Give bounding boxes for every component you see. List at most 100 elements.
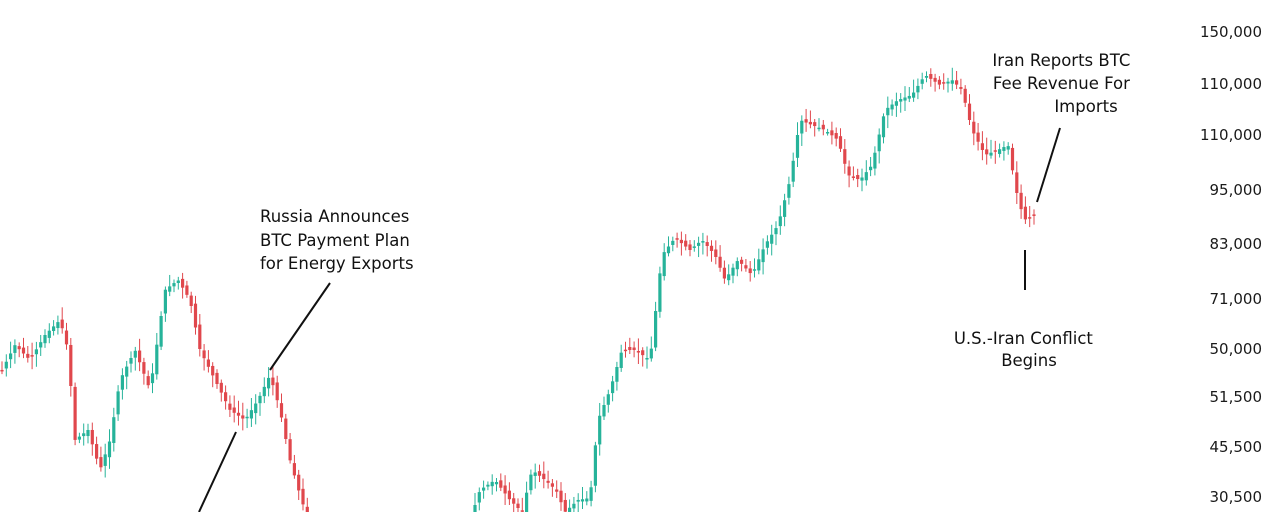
candle-body bbox=[606, 394, 610, 405]
candle-body bbox=[980, 143, 984, 150]
candle-body bbox=[284, 418, 288, 439]
candle-body bbox=[886, 107, 890, 116]
candle-body bbox=[752, 269, 757, 271]
candle-body bbox=[697, 242, 701, 246]
candle-body bbox=[563, 499, 567, 512]
candle-body bbox=[795, 135, 800, 158]
candle-body bbox=[486, 484, 490, 487]
candle-body bbox=[138, 350, 142, 363]
candle-body bbox=[107, 441, 112, 458]
candle-body bbox=[185, 285, 189, 295]
iran-reports-annotation-line-3: Imports bbox=[1054, 97, 1117, 116]
candle-body bbox=[279, 403, 284, 418]
candle-body bbox=[503, 485, 507, 494]
candle-body bbox=[903, 97, 907, 101]
candle-body bbox=[189, 295, 193, 306]
candle-body bbox=[761, 249, 765, 263]
candle-body bbox=[851, 176, 855, 178]
y-tick-label: 71,000 bbox=[1210, 290, 1263, 308]
y-axis: 150,000 110,000 110,000 95,000 83,000 71… bbox=[1200, 23, 1262, 506]
candle-body bbox=[959, 87, 963, 89]
candle-body bbox=[580, 499, 585, 502]
candle-body bbox=[714, 249, 718, 257]
russia-annotation-line-3: for Energy Exports bbox=[260, 254, 414, 273]
candle-body bbox=[950, 80, 954, 84]
annotations: Russia Announces BTC Payment Plan for En… bbox=[198, 51, 1130, 512]
candle-body bbox=[301, 488, 305, 505]
candle-body bbox=[1028, 217, 1032, 219]
candle-body bbox=[142, 362, 146, 374]
candle-body bbox=[623, 349, 628, 352]
candle-body bbox=[787, 184, 791, 198]
candle-body bbox=[542, 473, 546, 480]
candle-body bbox=[477, 492, 481, 503]
candle-body bbox=[972, 121, 976, 134]
candle-body bbox=[834, 133, 838, 139]
candle-body bbox=[632, 347, 636, 350]
candle-body bbox=[727, 274, 731, 281]
candle-body bbox=[641, 350, 645, 356]
candle-body bbox=[60, 319, 64, 329]
candle-body bbox=[740, 259, 744, 264]
candle-body bbox=[215, 372, 219, 384]
candle-body bbox=[228, 403, 232, 410]
candle-body bbox=[254, 403, 258, 414]
candle-body bbox=[666, 246, 671, 254]
candle-body bbox=[249, 410, 253, 419]
candle-body bbox=[881, 116, 886, 138]
candle-body bbox=[722, 267, 726, 279]
candle-body bbox=[155, 344, 159, 375]
candle-body bbox=[1010, 147, 1015, 171]
candle-body bbox=[129, 358, 133, 364]
iran-reports-annotation-line-1: Iran Reports BTC bbox=[992, 51, 1130, 70]
candle-body bbox=[993, 150, 997, 152]
y-tick-label: 150,000 bbox=[1200, 23, 1262, 41]
candle-body bbox=[516, 503, 520, 508]
candle-body bbox=[817, 127, 821, 130]
candle-body bbox=[718, 256, 722, 268]
candle-body bbox=[292, 463, 296, 476]
candle-body bbox=[26, 353, 30, 358]
candle-body bbox=[525, 492, 529, 512]
candle-body bbox=[800, 120, 804, 134]
candle-body bbox=[821, 124, 825, 130]
candle-body bbox=[933, 77, 937, 82]
candle-body bbox=[955, 80, 959, 85]
candle-body bbox=[920, 79, 924, 84]
candle-body bbox=[267, 377, 271, 389]
candle-body bbox=[30, 355, 34, 357]
candle-body bbox=[774, 228, 778, 235]
candle-body bbox=[662, 252, 666, 277]
candle-body bbox=[99, 457, 103, 468]
candle-body bbox=[894, 101, 898, 106]
candle-body bbox=[133, 350, 137, 358]
candle-body bbox=[813, 122, 817, 127]
candle-body bbox=[1032, 214, 1036, 216]
candle-body bbox=[43, 335, 47, 344]
russia-lower-line bbox=[198, 431, 237, 512]
candle-body bbox=[675, 238, 679, 240]
iran-reports-annotation-line-2: Fee Revenue For bbox=[993, 74, 1130, 93]
conflict-annotation-line-1: U.S.-Iran Conflict bbox=[954, 329, 1094, 348]
candle-body bbox=[826, 132, 830, 134]
y-tick-label: 83,000 bbox=[1210, 235, 1263, 253]
candle-body bbox=[684, 240, 688, 247]
candle-body bbox=[202, 350, 206, 359]
candle-body bbox=[473, 505, 477, 512]
candle-body bbox=[929, 74, 933, 79]
candle-body bbox=[64, 330, 69, 345]
candle-body bbox=[628, 347, 632, 350]
candle-body bbox=[1002, 147, 1006, 151]
candle-body bbox=[692, 246, 696, 248]
candle-body bbox=[120, 375, 124, 390]
candle-body bbox=[546, 480, 550, 483]
candle-body bbox=[757, 259, 761, 271]
candle-body bbox=[615, 367, 619, 382]
iran-reports-annotation-line bbox=[1036, 127, 1061, 203]
candle-body bbox=[709, 245, 714, 251]
y-tick-label: 110,000 bbox=[1200, 126, 1262, 144]
candle-body bbox=[150, 373, 155, 384]
candle-body bbox=[770, 234, 774, 244]
candle-body bbox=[125, 366, 129, 377]
candle-body bbox=[937, 79, 941, 85]
